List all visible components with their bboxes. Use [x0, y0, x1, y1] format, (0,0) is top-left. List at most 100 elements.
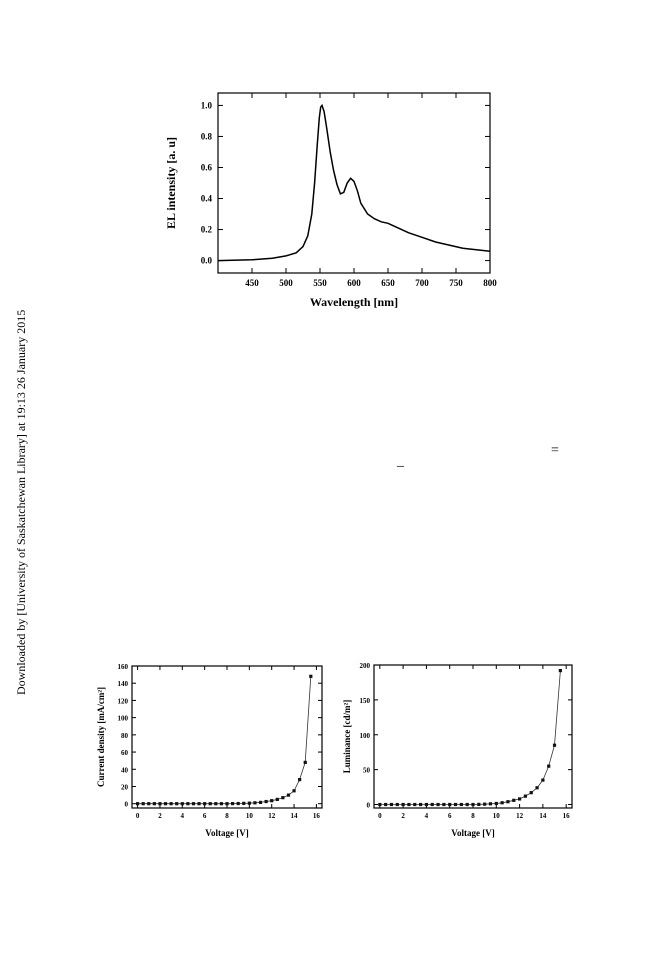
data-point [395, 802, 399, 807]
data-point [264, 799, 268, 804]
series-line [137, 676, 312, 805]
data-point [253, 801, 257, 805]
data-point [286, 793, 291, 797]
data-point [135, 802, 140, 806]
y-tick-label: 0.0 [201, 256, 213, 266]
data-point [506, 800, 510, 804]
data-point [430, 802, 434, 807]
el-spectrum-chart: 450 500 550 600 650 700 750 800 0.0 0.2 0.4 0.6 0.8 1… [164, 92, 497, 309]
data-point [309, 674, 313, 678]
y-axis-label: EL intensity [a. u] [164, 137, 178, 229]
data-point [459, 802, 463, 807]
y-tick-label: 140 [118, 680, 129, 688]
x-tick-label: 6 [448, 812, 452, 820]
data-point [529, 791, 533, 795]
data-point [465, 802, 469, 807]
data-point [191, 802, 196, 806]
data-point [247, 801, 251, 805]
y-tick-label: 1.0 [201, 100, 213, 110]
data-point [203, 802, 207, 806]
x-tick-label: 4 [425, 812, 429, 820]
data-point [453, 802, 458, 807]
data-point [197, 802, 201, 806]
series-line [217, 103, 491, 262]
x-tick-label: 12 [268, 812, 276, 820]
data-point [483, 802, 487, 806]
data-point [418, 802, 423, 807]
data-point [242, 801, 246, 805]
x-axis-label: Voltage [V] [451, 828, 494, 838]
data-point [547, 764, 551, 768]
x-tick-label: 6 [203, 812, 207, 820]
data-point [214, 802, 218, 806]
data-point [147, 802, 151, 806]
x-tick-label: 450 [245, 278, 259, 288]
current-density-chart: 0 2 4 6 8 10 12 14 16020406080100120140160Voltag… [96, 663, 323, 838]
x-tick-label: 16 [313, 812, 321, 820]
x-tick-label: 750 [449, 278, 463, 288]
x-tick-label: 800 [483, 278, 497, 288]
data-point [424, 802, 429, 807]
x-tick-label: 2 [158, 812, 162, 820]
data-point [401, 802, 405, 807]
y-tick-label: 60 [121, 749, 129, 757]
overbar-mark: _ [397, 454, 404, 469]
data-point [407, 802, 411, 807]
x-tick-label: 0 [378, 812, 382, 820]
data-point [180, 802, 184, 806]
x-tick-label: 4 [181, 812, 185, 820]
data-point [230, 802, 235, 806]
data-point [389, 802, 394, 807]
data-point [281, 796, 285, 800]
y-tick-label: 200 [360, 662, 371, 670]
y-tick-label: 50 [363, 767, 371, 775]
data-point [186, 802, 190, 806]
y-tick-label: 0.6 [201, 162, 213, 172]
data-point [225, 802, 229, 806]
x-tick-label: 8 [225, 812, 229, 820]
luminance-chart: 0 2 4 6 8 10 12 14 16 0 50 100 150 200 Voltage [V] Lumi… [342, 662, 573, 838]
x-tick-label: 0 [136, 812, 140, 820]
data-point [436, 802, 440, 807]
data-point [158, 802, 162, 806]
data-point [448, 802, 452, 807]
data-point [384, 802, 388, 807]
data-point [298, 778, 302, 782]
y-tick-label: 100 [360, 732, 371, 740]
data-point [275, 797, 279, 801]
y-tick-label: 150 [360, 697, 371, 705]
data-point [535, 786, 539, 790]
data-point [258, 800, 263, 805]
data-point [558, 668, 562, 673]
y-tick-label: 20 [121, 783, 129, 791]
x-tick-label: 14 [291, 812, 299, 820]
y-tick-label: 0.2 [201, 225, 213, 235]
x-axis-label: Voltage [V] [205, 828, 248, 838]
data-point [494, 801, 498, 806]
data-point [378, 802, 382, 807]
data-point [541, 778, 545, 782]
y-tick-label: 0 [125, 801, 129, 809]
x-tick-label: 700 [415, 278, 429, 288]
y-tick-label: 120 [118, 697, 129, 705]
y-axis-label: Current density [mA/cm²] [96, 687, 106, 787]
data-point [236, 801, 240, 806]
data-point [303, 760, 307, 764]
data-point [552, 743, 557, 747]
x-axis-label: Wavelength [nm] [310, 295, 398, 309]
data-point [208, 802, 212, 806]
data-point [477, 802, 481, 806]
download-watermark-text: Downloaded by [University of Saskatchewa… [14, 309, 28, 695]
plot-frame [373, 664, 573, 809]
y-tick-label: 0 [367, 802, 371, 810]
x-tick-label: 650 [381, 278, 395, 288]
data-point [219, 802, 224, 806]
series-line [379, 670, 561, 805]
data-point [523, 794, 528, 798]
x-tick-label: 550 [313, 278, 327, 288]
data-point [517, 797, 522, 801]
data-point [169, 802, 173, 806]
data-point [163, 802, 168, 806]
data-point [512, 798, 516, 802]
data-point [471, 802, 475, 807]
